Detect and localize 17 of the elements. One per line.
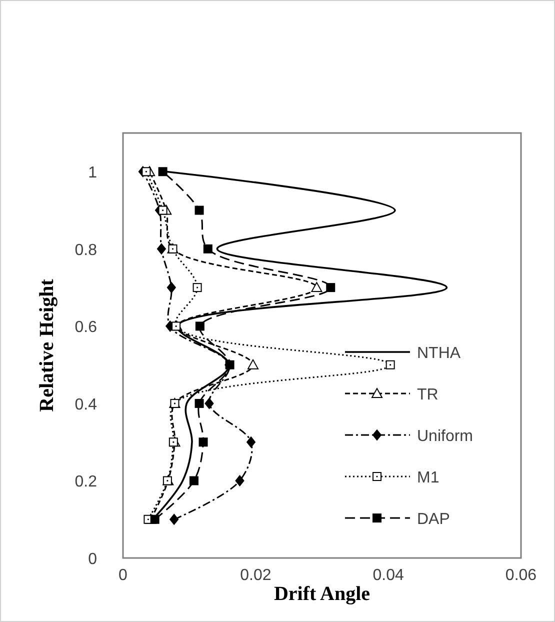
y-tick-label: 0.2 (74, 474, 98, 491)
legend-label: NTHA (417, 345, 461, 362)
legend-label: TR (417, 386, 438, 404)
y-axis-title: Relative Height (36, 278, 58, 412)
legend-label: M1 (417, 470, 440, 486)
y-tick-label: 1 (88, 164, 98, 182)
x-tick-label: 0 (118, 567, 128, 584)
y-tick-label: 0 (88, 551, 98, 568)
legend-label: Uniform (417, 428, 474, 445)
x-tick-label: 0.06 (505, 567, 537, 584)
y-tick-label: 0.4 (74, 396, 98, 414)
x-axis-title: Drift Angle (274, 583, 370, 605)
x-tick-label: 0.04 (372, 567, 404, 584)
y-tick-label: 0.8 (74, 242, 98, 259)
y-tick-label: 0.6 (74, 319, 98, 336)
legend-label: DAP (417, 511, 450, 528)
x-tick-label: 0.02 (240, 567, 272, 584)
